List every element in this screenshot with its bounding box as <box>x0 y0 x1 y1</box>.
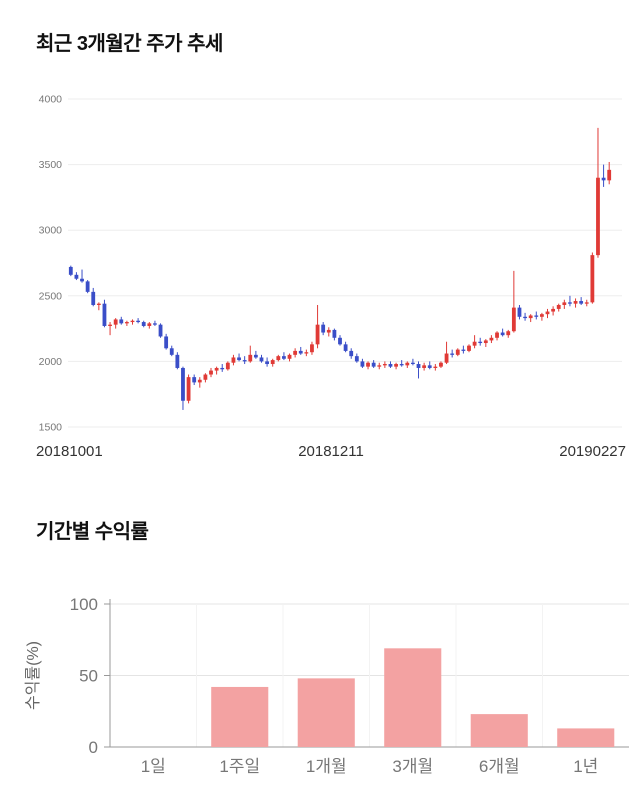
svg-text:100: 100 <box>70 595 98 614</box>
x-axis-label-end: 20190227 <box>559 443 626 460</box>
svg-text:1일: 1일 <box>141 757 166 776</box>
period-returns-bar-chart: 0 50 100 1일 1주일 1개월 3개월 6개월 1년 수익률(%) <box>24 595 629 776</box>
svg-text:2000: 2000 <box>39 356 63 368</box>
svg-text:1주일: 1주일 <box>219 757 260 776</box>
price-candlestick-chart: 1500 2000 2500 3000 3500 4000 <box>39 94 622 434</box>
svg-text:3개월: 3개월 <box>392 757 433 776</box>
svg-text:1500: 1500 <box>39 422 63 434</box>
x-axis-label-mid: 20181211 <box>298 443 364 460</box>
svg-text:수익률(%): 수익률(%) <box>24 641 42 710</box>
svg-text:3500: 3500 <box>39 159 63 171</box>
price-chart-x-axis: 20181001 20181211 20190227 <box>0 443 640 460</box>
svg-text:0: 0 <box>89 738 98 757</box>
svg-text:2500: 2500 <box>39 290 63 302</box>
svg-text:1년: 1년 <box>573 757 598 776</box>
svg-text:50: 50 <box>79 667 98 686</box>
svg-text:4000: 4000 <box>39 94 63 106</box>
returns-chart-title: 기간별 수익률 <box>36 521 149 543</box>
x-axis-label-start: 20181001 <box>36 443 103 460</box>
svg-text:1개월: 1개월 <box>306 757 347 776</box>
svg-text:6개월: 6개월 <box>479 757 520 776</box>
price-chart-title: 최근 3개월간 주가 추세 <box>36 33 223 55</box>
svg-text:3000: 3000 <box>39 225 63 237</box>
